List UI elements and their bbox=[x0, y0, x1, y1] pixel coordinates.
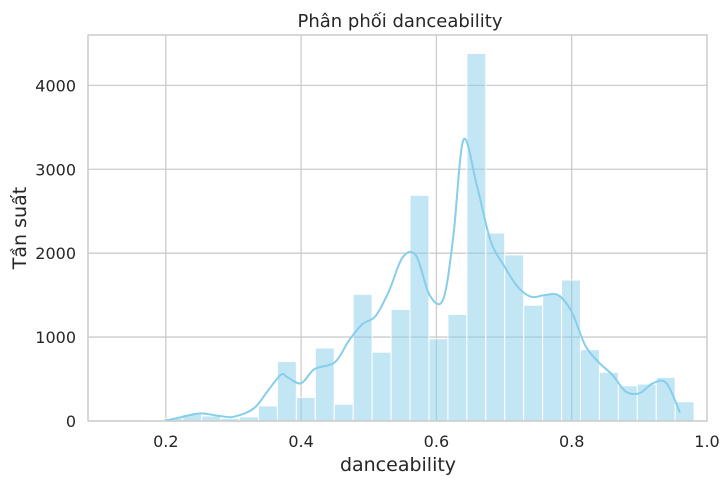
plot-frame bbox=[87, 34, 708, 422]
x-tick-label: 1.0 bbox=[694, 432, 719, 451]
histogram-bar bbox=[504, 254, 525, 422]
histogram-bar bbox=[466, 52, 487, 422]
histogram-bar bbox=[276, 360, 297, 422]
y-axis-label: Tần suất bbox=[9, 187, 31, 270]
plot-area bbox=[87, 34, 708, 422]
x-axis-label: danceability bbox=[340, 454, 456, 476]
histogram-bar bbox=[390, 308, 411, 422]
histogram-bars bbox=[144, 52, 695, 422]
histogram-bar bbox=[447, 313, 468, 422]
y-tick-label: 0 bbox=[66, 412, 76, 431]
x-tick-labels: 0.2 0.4 0.6 0.8 1.0 bbox=[153, 432, 720, 451]
x-tick-label: 0.8 bbox=[559, 432, 584, 451]
histogram-bar bbox=[428, 338, 449, 422]
x-tick-label: 0.2 bbox=[153, 432, 178, 451]
histogram-bar bbox=[674, 401, 695, 422]
histogram-bar bbox=[333, 403, 354, 422]
histogram-bar bbox=[314, 347, 335, 422]
x-tick-label: 0.4 bbox=[288, 432, 313, 451]
y-tick-label: 3000 bbox=[35, 160, 76, 179]
histogram-bar bbox=[617, 385, 638, 422]
y-tick-labels: 0 1000 2000 3000 4000 bbox=[35, 76, 76, 431]
histogram-bar bbox=[542, 293, 563, 422]
x-tick-label: 0.6 bbox=[424, 432, 449, 451]
histogram-bar bbox=[409, 194, 430, 422]
histogram-bar bbox=[295, 397, 316, 422]
chart-title: Phân phối danceability bbox=[298, 11, 503, 32]
y-tick-label: 4000 bbox=[35, 76, 76, 95]
y-tick-label: 2000 bbox=[35, 244, 76, 263]
histogram-bar bbox=[371, 351, 392, 422]
histogram-bar bbox=[636, 383, 657, 422]
kde-line bbox=[165, 137, 681, 422]
histogram-bar bbox=[352, 293, 373, 422]
y-tick-label: 1000 bbox=[35, 328, 76, 347]
histogram-bar bbox=[523, 304, 544, 422]
histogram-bar bbox=[201, 415, 222, 422]
histogram-bar bbox=[257, 405, 278, 422]
